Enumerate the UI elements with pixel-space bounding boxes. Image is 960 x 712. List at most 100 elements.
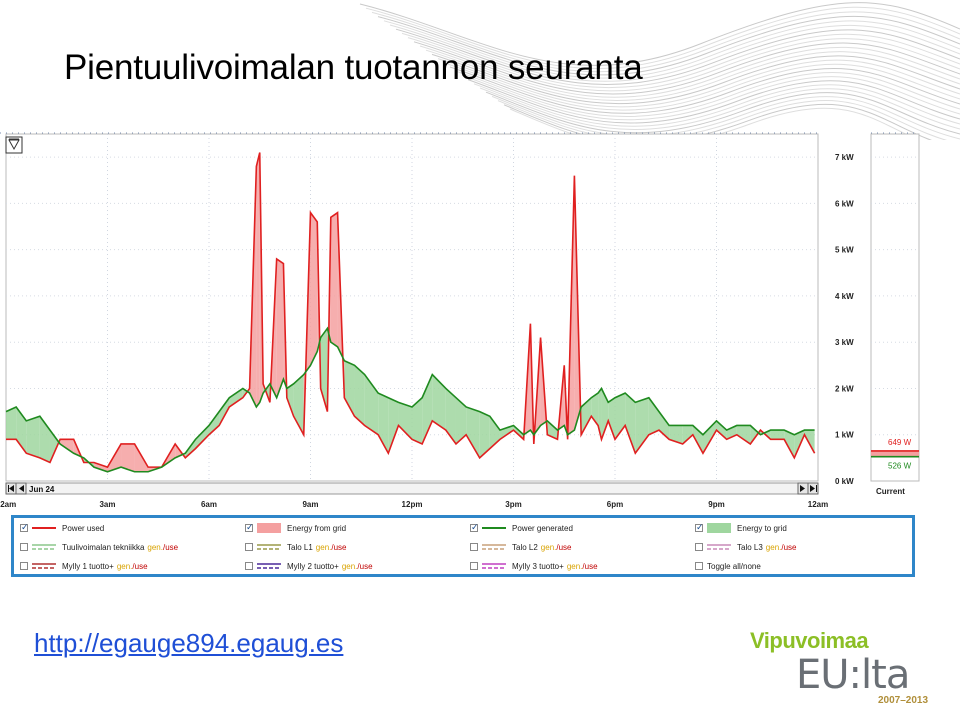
energy-to-grid-area	[195, 425, 209, 449]
decorative-waves	[359, 2, 960, 140]
legend-item[interactable]: Power used	[20, 518, 104, 538]
scroll-left-button[interactable]	[15, 482, 27, 495]
legend-use-suffix: /use	[781, 542, 797, 552]
legend-gen-suffix: gen.	[315, 542, 332, 552]
legend-label: Power generated	[512, 523, 573, 533]
legend-label: Talo L3	[737, 542, 763, 552]
legend-item[interactable]: Toggle all/none	[695, 556, 761, 576]
legend-checkbox[interactable]	[245, 562, 253, 570]
legend-swatch	[32, 527, 56, 529]
legend-checkbox[interactable]	[470, 522, 479, 533]
legend-use-suffix: /use	[162, 542, 179, 552]
wave-line	[443, 62, 960, 111]
energy-to-grid-area	[219, 397, 230, 426]
legend-item[interactable]: Talo L3 gen./use	[695, 537, 797, 557]
x-tick-label: 9pm	[708, 500, 724, 509]
legend-item[interactable]: Tuulivoimalan tekniikka gen./use	[20, 537, 178, 557]
legend-checkbox[interactable]	[695, 522, 704, 533]
legend-item[interactable]: Mylly 2 tuotto+ gen./use	[245, 556, 373, 576]
energy-to-grid-area	[669, 425, 683, 444]
energy-to-grid-area	[692, 425, 703, 454]
wave-line	[431, 53, 960, 105]
energy-to-grid-area	[49, 430, 61, 463]
legend-checkbox[interactable]	[245, 522, 254, 533]
energy-to-grid-area	[479, 411, 490, 458]
legend-label: Talo L1	[287, 542, 313, 552]
energy-to-grid-area	[432, 374, 446, 431]
power-used-line	[6, 152, 816, 469]
legend-item[interactable]: Talo L2 gen./use	[470, 537, 572, 557]
energy-to-grid-area	[581, 397, 592, 435]
wave-line	[437, 58, 960, 108]
energy-to-grid-area	[229, 388, 243, 407]
current-used-value: 649 W	[888, 438, 912, 447]
wave-line	[359, 2, 960, 66]
current-panel	[870, 133, 920, 482]
legend-gen-suffix: gen.	[116, 561, 133, 571]
legend-checkbox[interactable]	[20, 522, 29, 533]
legend-use-suffix: /use	[331, 542, 347, 552]
wave-line	[401, 32, 960, 89]
y-tick-label: 2 kW	[835, 384, 854, 393]
wave-line	[455, 70, 960, 118]
time-scrollbar	[5, 482, 819, 495]
x-tick-label: 6am	[201, 500, 217, 509]
legend-item[interactable]: Mylly 1 tuotto+ gen./use	[20, 556, 148, 576]
x-tick-label: 3am	[99, 500, 115, 509]
scroll-start-button[interactable]	[5, 482, 17, 495]
current-diff-area	[871, 450, 919, 457]
energy-to-grid-area	[398, 402, 412, 440]
legend-swatch	[482, 527, 506, 529]
legend-checkbox[interactable]	[20, 543, 28, 551]
energy-to-grid-area	[286, 383, 294, 417]
page-title: Pientuulivoimalan tuotannon seuranta	[64, 48, 643, 87]
energy-to-grid-area	[601, 388, 609, 440]
y-tick-label: 1 kW	[835, 431, 854, 440]
energy-to-grid-area	[760, 430, 771, 440]
collapse-toggle-icon[interactable]	[5, 136, 23, 154]
legend-checkbox[interactable]	[470, 543, 478, 551]
current-label: Current	[876, 487, 905, 496]
y-tick-label: 4 kW	[835, 292, 854, 301]
energy-to-grid-area	[547, 420, 558, 440]
legend-checkbox[interactable]	[20, 562, 28, 570]
wave-line	[383, 20, 960, 79]
legend-item[interactable]: Energy from grid	[245, 518, 346, 538]
legend-item[interactable]: Energy to grid	[695, 518, 787, 538]
legend-item[interactable]: Power generated	[470, 518, 573, 538]
wave-line	[425, 49, 960, 101]
energy-to-grid-area	[445, 388, 456, 444]
legend-checkbox[interactable]	[245, 543, 253, 551]
egauge-link[interactable]: http://egauge894.egaug.es	[34, 628, 344, 658]
energy-to-grid-area	[489, 416, 500, 449]
legend-checkbox[interactable]	[470, 562, 478, 570]
legend-checkbox[interactable]	[695, 543, 703, 551]
energy-chart: 0 kW 1 kW 2 kW 3 kW 4 kW 5 kW 6 kW 7 kW 649 W 526…	[0, 132, 920, 509]
legend-checkbox[interactable]	[695, 562, 703, 570]
energy-to-grid-area	[26, 416, 40, 458]
y-tick-label: 6 kW	[835, 199, 854, 208]
y-tick-label: 0 kW	[835, 477, 854, 486]
scroll-end-button[interactable]	[807, 482, 819, 495]
current-generated-value: 526 W	[888, 462, 912, 471]
logo-years: 2007–2013	[878, 695, 929, 706]
wave-line	[407, 37, 960, 92]
energy-to-grid-area	[608, 397, 615, 440]
x-tick-label: 12am	[0, 500, 16, 509]
legend-item[interactable]: Mylly 3 tuotto+ gen./use	[470, 556, 598, 576]
wave-line	[461, 74, 960, 121]
date-label: Jun 24	[29, 485, 55, 494]
energy-to-grid-area	[702, 420, 717, 454]
wave-line	[491, 95, 960, 140]
wave-line	[473, 83, 960, 127]
wave-line	[467, 79, 960, 124]
scroll-right-button[interactable]	[797, 482, 809, 495]
energy-to-grid-area	[648, 397, 659, 435]
energy-to-grid-area	[513, 425, 524, 440]
wave-line	[395, 28, 960, 85]
wave-line	[413, 41, 960, 95]
x-tick-label: 12am	[808, 500, 828, 509]
wave-line	[497, 100, 948, 140]
legend-item[interactable]: Talo L1 gen./use	[245, 537, 347, 557]
legend-swatch	[257, 544, 281, 550]
